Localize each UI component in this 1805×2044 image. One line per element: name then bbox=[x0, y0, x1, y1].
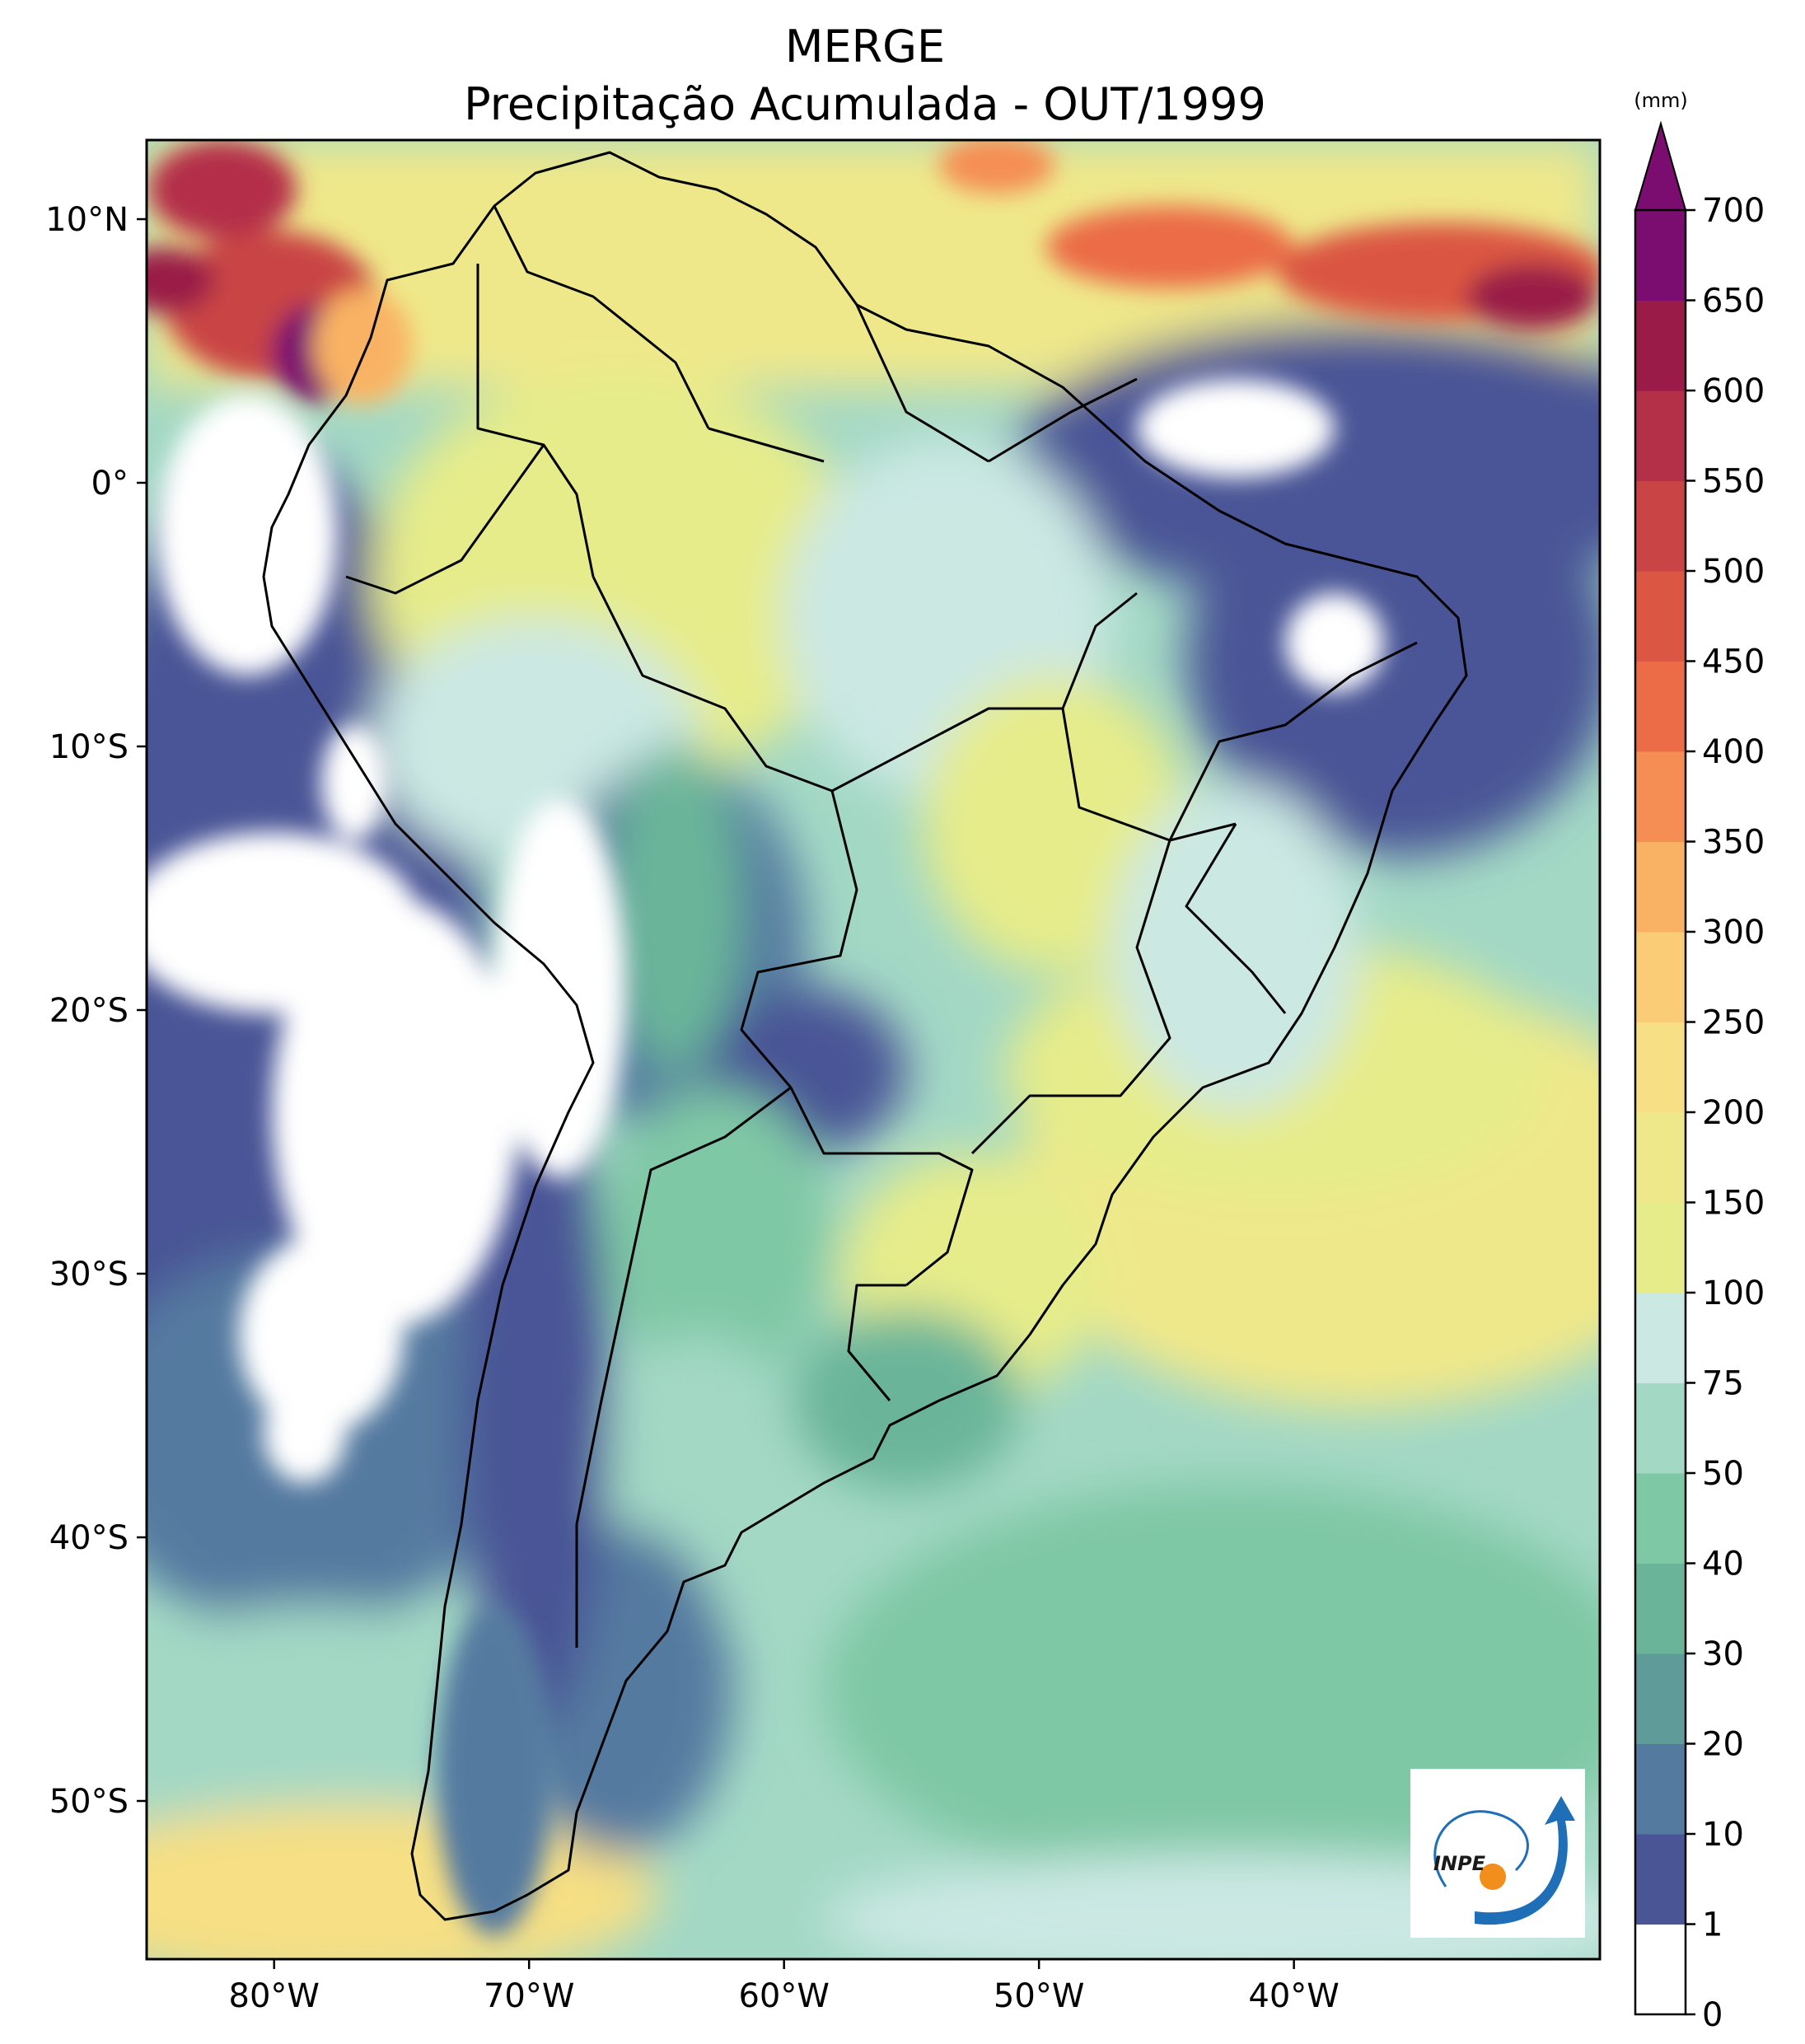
colorbar-bin bbox=[1635, 1022, 1686, 1113]
colorbar-bin bbox=[1635, 210, 1686, 301]
colorbar-bin bbox=[1635, 661, 1686, 752]
latitude-axis: 10°N 0° 10°S 20°S 30°S 40°S 50°S bbox=[45, 201, 147, 1821]
colorbar-tick-label: 0 bbox=[1702, 1996, 1723, 2034]
colorbar-bin bbox=[1635, 300, 1686, 391]
map-title-line2: Precipitação Acumulada - OUT/1999 bbox=[464, 78, 1266, 130]
longitude-axis: 80°W 70°W 60°W 50°W 40°W bbox=[229, 1959, 1340, 2015]
colorbar-tick-label: 250 bbox=[1702, 1004, 1765, 1042]
lon-tick-label: 60°W bbox=[738, 1977, 829, 2015]
colorbar-bin bbox=[1635, 1473, 1686, 1564]
colorbar-bin bbox=[1635, 841, 1686, 933]
colorbar-tick-label: 10 bbox=[1702, 1816, 1744, 1854]
lat-tick-label: 20°S bbox=[49, 992, 129, 1030]
colorbar-bin bbox=[1635, 1382, 1686, 1474]
lat-tick-label: 10°N bbox=[45, 201, 129, 239]
colorbar-bin bbox=[1635, 1293, 1686, 1383]
inpe-logo-sun-icon bbox=[1480, 1864, 1506, 1890]
lon-tick-label: 70°W bbox=[484, 1977, 574, 2015]
colorbar-tick-label: 100 bbox=[1702, 1275, 1765, 1312]
colorbar-tick-label: 650 bbox=[1702, 283, 1765, 320]
lat-tick-label: 0° bbox=[91, 465, 129, 503]
lat-tick-label: 50°S bbox=[49, 1783, 129, 1821]
precipitation-field bbox=[147, 140, 1600, 1959]
lat-tick-label: 40°S bbox=[49, 1519, 129, 1557]
colorbar-tick-label: 400 bbox=[1702, 733, 1765, 771]
colorbar-tick-label: 350 bbox=[1702, 824, 1765, 862]
colorbar-tick-label: 600 bbox=[1702, 372, 1765, 410]
colorbar-tick-label: 550 bbox=[1702, 463, 1765, 501]
map-frame bbox=[145, 138, 1602, 1961]
colorbar-bin bbox=[1635, 480, 1686, 572]
lon-tick-label: 40°W bbox=[1248, 1977, 1339, 2015]
inpe-logo-arrow-icon bbox=[1475, 1796, 1575, 1925]
colorbar-bin bbox=[1635, 932, 1686, 1022]
colorbar-unit: (mm) bbox=[1634, 89, 1687, 112]
colorbar-tick-label: 40 bbox=[1702, 1546, 1744, 1583]
colorbar-tick-label: 150 bbox=[1702, 1185, 1765, 1223]
colorbar-bin bbox=[1635, 1563, 1686, 1654]
lon-tick-label: 50°W bbox=[994, 1977, 1084, 2015]
colorbar-tick-label: 500 bbox=[1702, 553, 1765, 591]
colorbar-bin bbox=[1635, 391, 1686, 481]
inpe-logo: INPE bbox=[1410, 1769, 1585, 1938]
colorbar-bin bbox=[1635, 1743, 1686, 1835]
colorbar-tick-label: 200 bbox=[1702, 1094, 1765, 1132]
colorbar-bin bbox=[1635, 1653, 1686, 1744]
colorbar-bin bbox=[1635, 1112, 1686, 1203]
colorbar-tick-label: 75 bbox=[1702, 1365, 1744, 1403]
colorbar-tick-label: 450 bbox=[1702, 643, 1765, 681]
colorbar-bin bbox=[1635, 1202, 1686, 1293]
colorbar-tick-label: 50 bbox=[1702, 1455, 1744, 1493]
colorbar-extend-arrow bbox=[1634, 120, 1687, 211]
map-title-line1: MERGE bbox=[785, 21, 945, 72]
colorbar-tick-label: 1 bbox=[1702, 1906, 1723, 1944]
lon-tick-label: 80°W bbox=[229, 1977, 320, 2015]
colorbar-bin bbox=[1635, 1834, 1686, 1925]
inpe-logo-orbit-icon bbox=[1433, 1810, 1529, 1887]
colorbar-tick-label: 20 bbox=[1702, 1726, 1744, 1764]
colorbar-bin bbox=[1635, 571, 1686, 662]
lat-tick-label: 30°S bbox=[49, 1256, 129, 1293]
inpe-logo-text: INPE bbox=[1433, 1852, 1486, 1875]
colorbar: (mm) 0 1 10 20 30 40 50 75 100 150 200 250 300 350 400… bbox=[1634, 89, 1765, 2034]
lat-tick-label: 10°S bbox=[49, 728, 129, 766]
colorbar-bin bbox=[1635, 1924, 1686, 2015]
colorbar-bin bbox=[1635, 751, 1686, 842]
coastline-borders bbox=[262, 151, 1468, 1921]
colorbar-tick-label: 300 bbox=[1702, 914, 1765, 952]
colorbar-tick-label: 700 bbox=[1702, 192, 1765, 230]
colorbar-tick-label: 30 bbox=[1702, 1635, 1744, 1673]
